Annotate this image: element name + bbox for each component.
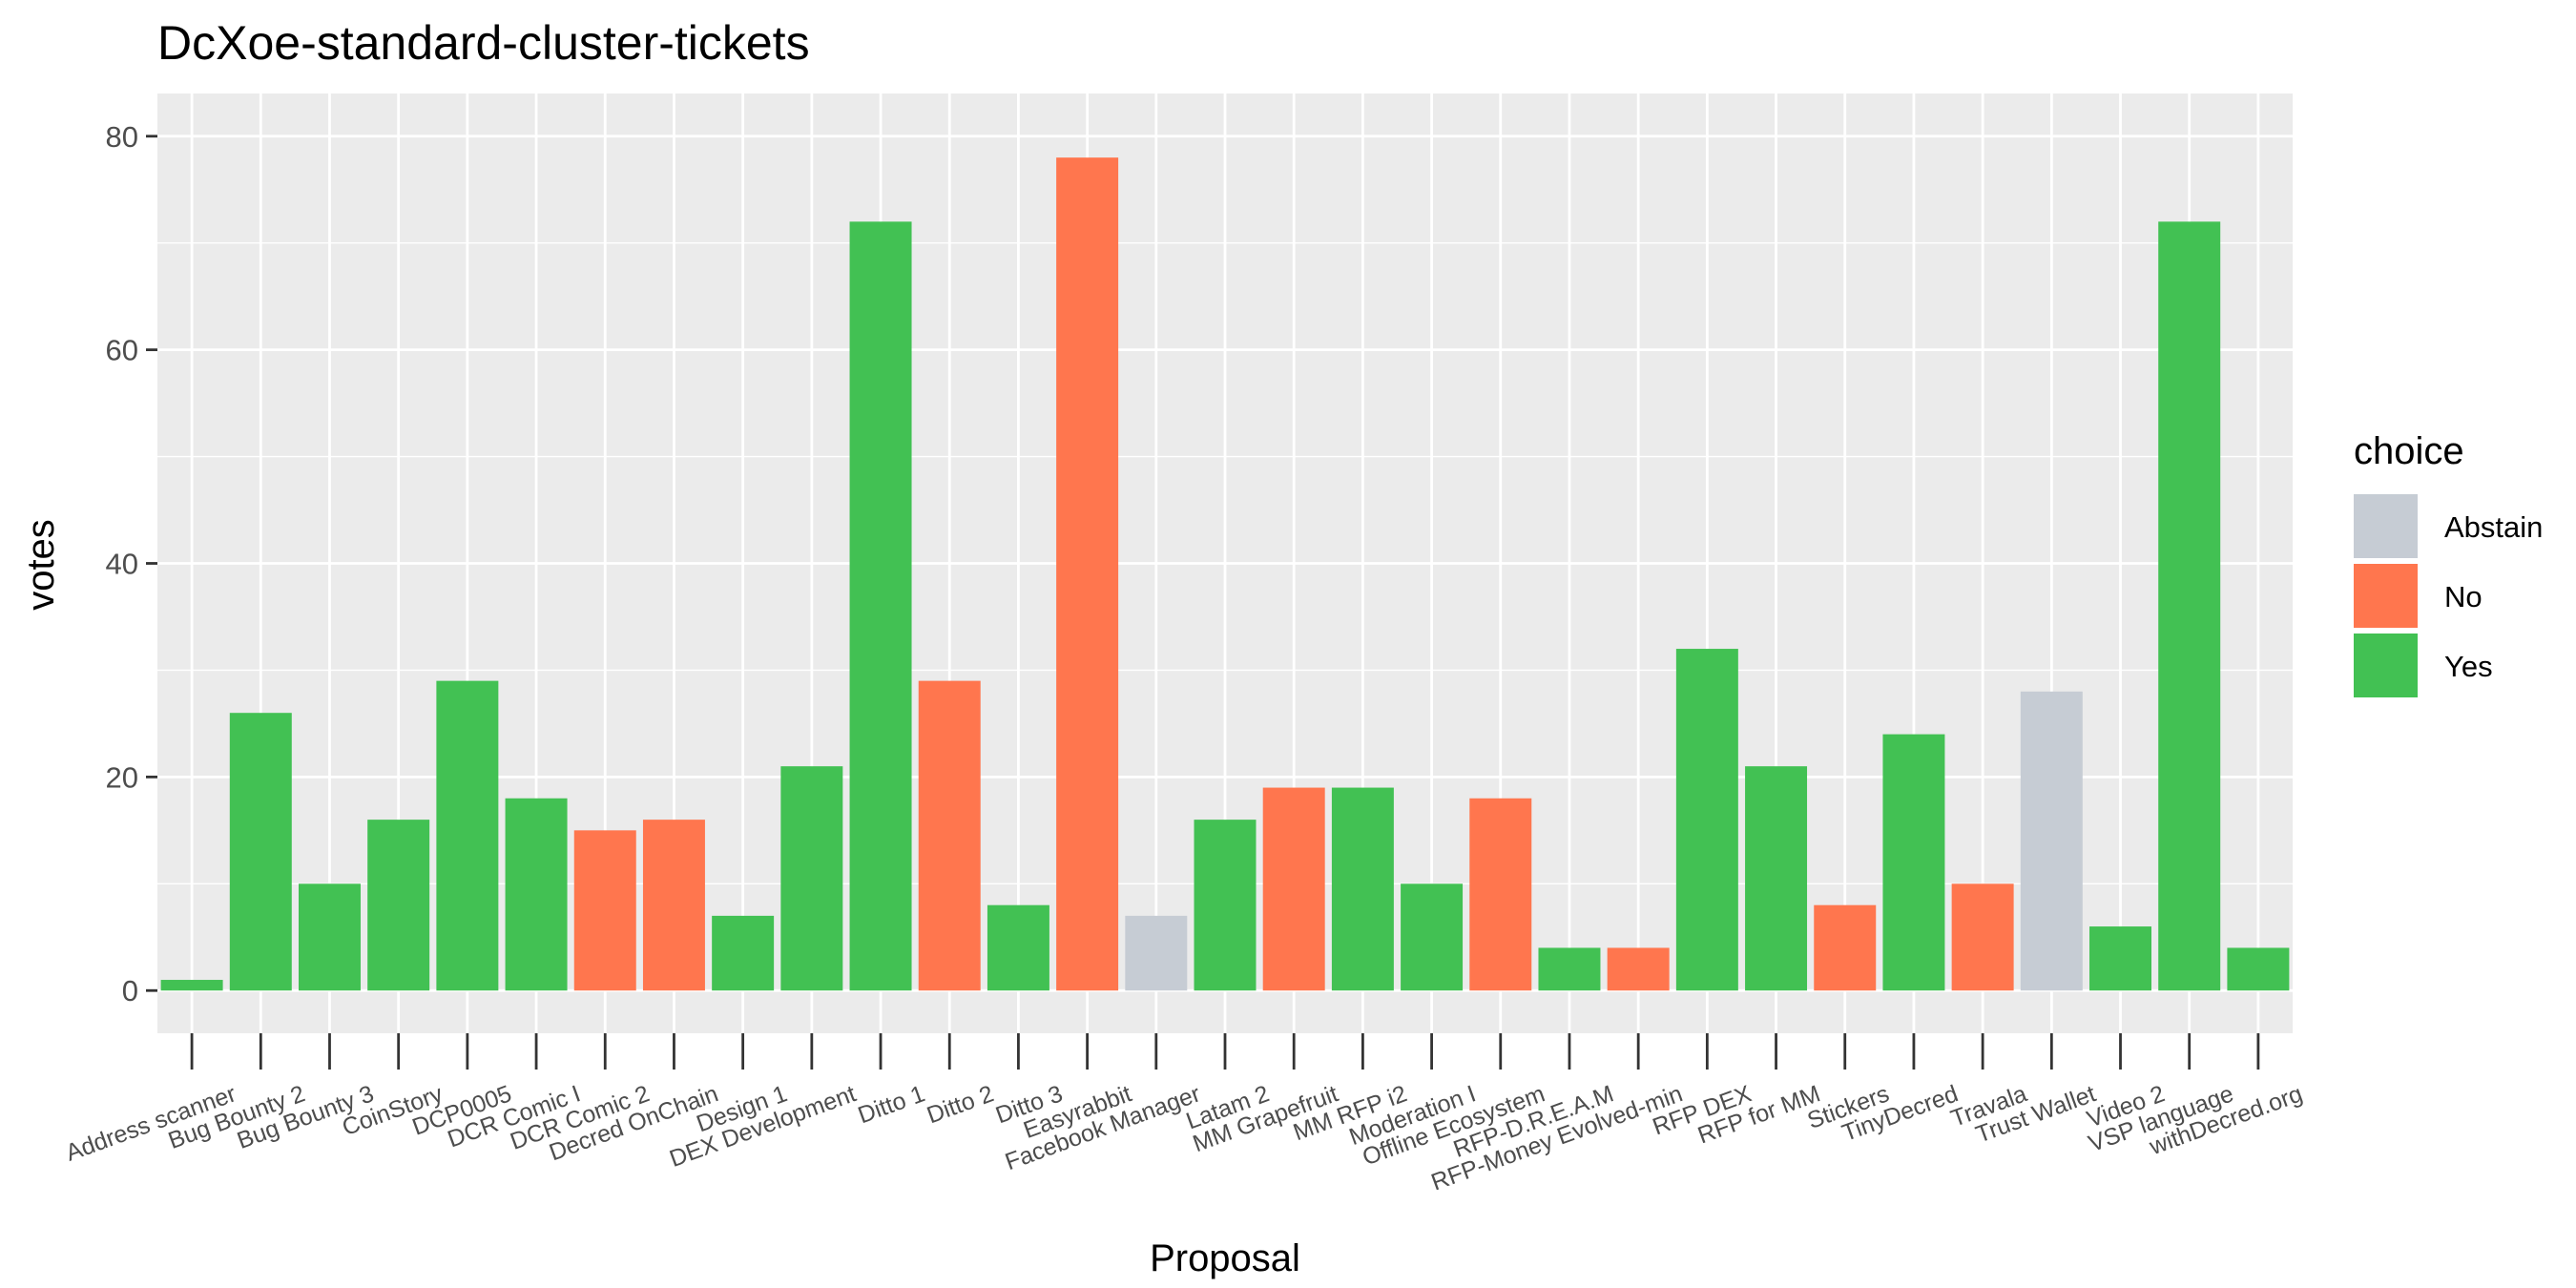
bar [1951,883,2014,991]
bar [642,820,705,991]
legend-label: Yes [2444,650,2493,683]
bar [1675,649,1738,991]
bar [1745,766,1808,991]
bar [1469,798,1532,991]
bar [573,830,636,991]
bar [987,904,1049,991]
bar [229,713,292,991]
y-axis-title: votes [20,519,62,611]
x-tick-label: Ditto 1 [855,1080,928,1129]
bar [160,980,223,991]
legend-label: No [2444,580,2483,613]
legend-title: choice [2354,430,2464,472]
y-tick-label: 40 [106,548,138,581]
y-tick-label: 80 [106,120,138,154]
legend-swatch [2354,564,2418,628]
legend-swatch [2354,634,2418,697]
bar [1056,157,1119,991]
bar [2227,947,2290,991]
y-tick-label: 60 [106,334,138,367]
bar [780,766,843,991]
chart-title: DcXoe-standard-cluster-tickets [157,16,810,70]
x-tick-label: Ditto 2 [924,1080,997,1129]
y-tick-label: 0 [122,974,138,1008]
bar [1262,787,1325,991]
y-tick-label: 20 [106,760,138,794]
bar [298,883,361,991]
bar [1607,947,1670,991]
bar [1814,904,1877,991]
legend: choice Abstain No Yes [2354,430,2543,697]
bar [849,221,912,991]
bar [2158,221,2221,991]
bar [1331,787,1394,991]
bars [160,157,2290,991]
bar [367,820,430,991]
bar [1125,915,1188,991]
bar [1538,947,1601,991]
legend-swatch [2354,494,2418,558]
legend-label: Abstain [2444,510,2543,544]
bar [712,915,775,991]
bar [436,680,499,991]
x-axis-title: Proposal [1150,1237,1300,1279]
bar [2089,926,2152,991]
bar [1401,883,1464,991]
bar [1194,820,1257,991]
bar [2020,691,2083,991]
bar [1882,734,1945,991]
bar [505,798,568,991]
bar [918,680,981,991]
